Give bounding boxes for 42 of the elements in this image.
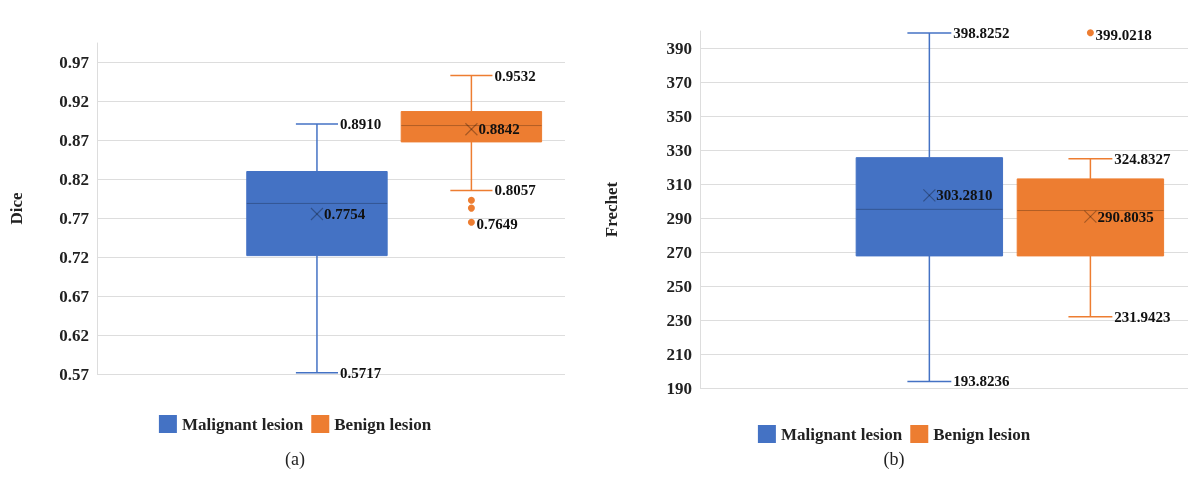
y-tick-label: 0.82 xyxy=(59,169,89,189)
legend-label: Benign lesion xyxy=(933,424,1031,444)
text: (a) xyxy=(285,449,305,470)
y-tick-label: 0.62 xyxy=(59,325,89,345)
y-tick-label: 350 xyxy=(666,106,692,126)
annotation: 0.9532 xyxy=(494,67,536,84)
y-tick-label: 0.97 xyxy=(59,52,90,72)
legend-label: Malignant lesion xyxy=(780,424,903,444)
y-tick-label: 290 xyxy=(666,208,692,228)
y-tick-label: 0.67 xyxy=(59,286,90,306)
y-tick-label: 390 xyxy=(666,38,692,58)
y-tick-label: 0.92 xyxy=(59,91,89,111)
annotation: 0.5717 xyxy=(340,364,382,381)
annotation: 0.8910 xyxy=(340,116,382,132)
annotation: 303.2810 xyxy=(936,187,993,204)
y-tick-label: 190 xyxy=(666,378,692,398)
annotation: 0.8057 xyxy=(494,182,537,199)
y-tick-label: 310 xyxy=(666,174,692,194)
y-tick-label: 330 xyxy=(666,140,692,160)
text: (b) xyxy=(883,449,905,470)
y-tick-label: 0.87 xyxy=(59,130,90,150)
annotation: 324.8327 xyxy=(1114,150,1172,167)
legend-label: Malignant lesion xyxy=(181,414,304,434)
annotation: 290.8035 xyxy=(1097,208,1154,225)
y-axis-title: Frechet xyxy=(602,181,621,238)
legend-label: Benign lesion xyxy=(334,414,432,434)
annotation: 0.7649 xyxy=(476,216,518,233)
y-axis-title: Dice xyxy=(7,192,26,225)
annotation: 398.8252 xyxy=(953,25,1010,41)
annotation: 399.0218 xyxy=(1095,26,1152,43)
y-tick-label: 0.72 xyxy=(59,247,89,267)
y-tick-label: 210 xyxy=(666,344,692,364)
annotation: 0.7754 xyxy=(323,206,366,223)
y-tick-label: 0.57 xyxy=(59,364,90,384)
y-tick-label: 270 xyxy=(666,242,692,262)
annotation: 0.8842 xyxy=(478,121,520,138)
annotation: 231.9423 xyxy=(1114,308,1171,325)
y-tick-label: 250 xyxy=(666,276,692,296)
y-tick-label: 0.77 xyxy=(59,208,90,228)
annotation: 193.8236 xyxy=(953,373,1011,390)
y-tick-label: 230 xyxy=(666,310,692,330)
y-tick-label: 370 xyxy=(666,72,692,92)
